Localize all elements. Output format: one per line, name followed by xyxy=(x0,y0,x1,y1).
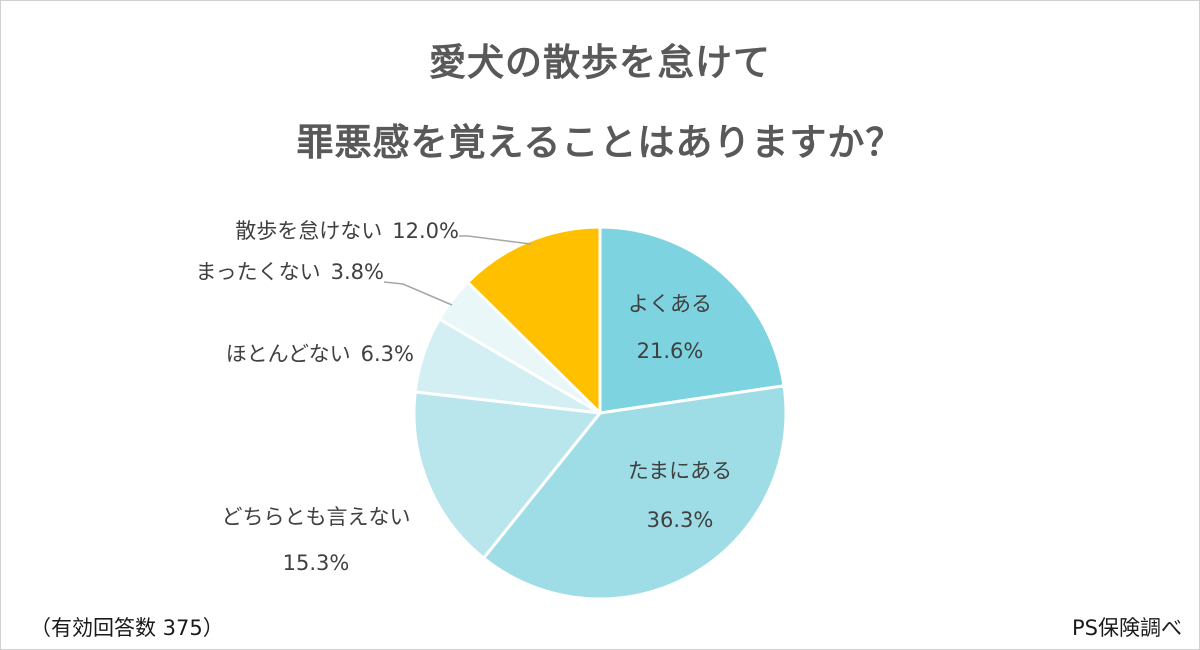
pie-slices xyxy=(412,225,788,601)
slice-label-rarely-category: ほとんどない xyxy=(226,342,351,366)
slice-label-never-value: 3.8% xyxy=(331,260,384,284)
slice-label-not-lazy-value: 12.0% xyxy=(392,219,459,243)
slice-label-often-value: 21.6% xyxy=(637,339,704,363)
slice-label-rarely: ほとんどない 6.3% xyxy=(226,342,414,366)
slice-label-sometimes-value: 36.3% xyxy=(647,508,714,532)
slice-label-often-category: よくある xyxy=(628,292,712,316)
slice-label-rarely-value: 6.3% xyxy=(361,342,414,366)
slice-label-neutral-value: 15.3% xyxy=(283,551,350,575)
pie-slice-not-lazy xyxy=(466,225,602,415)
leader-lines xyxy=(383,235,532,306)
slice-label-neutral-category: どちらとも言えない xyxy=(222,505,411,529)
pie-slice-neutral xyxy=(412,390,602,560)
slice-label-not-lazy: 散歩を怠けない 12.0% xyxy=(235,219,459,243)
chart-title-line-2: 罪悪感を覚えることはありますか？ xyxy=(296,121,904,164)
pie-slice-sometimes xyxy=(482,384,788,601)
chart-title-line-1: 愛犬の散歩を怠けて xyxy=(429,41,771,84)
leader-line-not-lazy xyxy=(459,235,532,245)
slice-label-never-category: まったくない xyxy=(195,260,320,284)
source-note: PS保険調べ xyxy=(1072,616,1182,640)
pie-slice-often xyxy=(598,225,786,415)
respondents-note: （有効回答数 375） xyxy=(30,616,224,640)
slice-labels: よくある 21.6% たまにある 36.3% どちらとも言えない 15.3% ほとんどない 6… xyxy=(195,219,732,575)
slice-label-sometimes-category: たまにある xyxy=(628,459,732,483)
slice-label-not-lazy-category: 散歩を怠けない xyxy=(235,219,382,243)
slice-label-never: まったくない 3.8% xyxy=(195,260,384,284)
leader-line-never xyxy=(383,281,453,306)
